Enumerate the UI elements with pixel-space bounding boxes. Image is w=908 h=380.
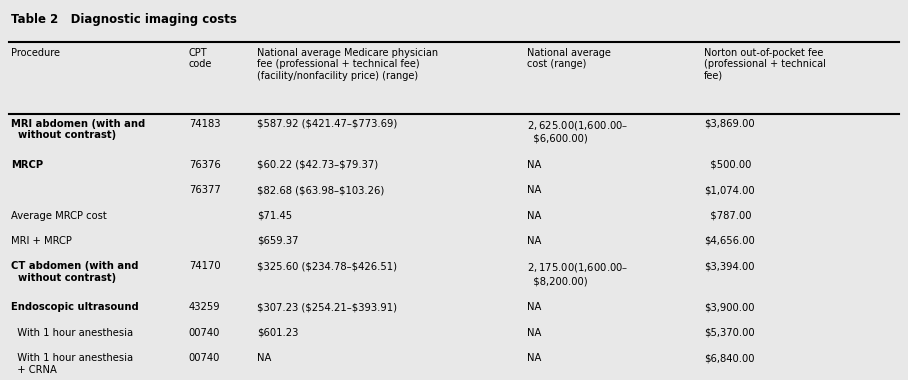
Text: NA: NA <box>527 211 541 220</box>
Text: Norton out-of-pocket fee
(professional + technical
fee): Norton out-of-pocket fee (professional +… <box>704 48 825 81</box>
Text: $2,175.00 ($1,600.00–
  $8,200.00): $2,175.00 ($1,600.00– $8,200.00) <box>527 261 628 286</box>
Text: National average Medicare physician
fee (professional + technical fee)
(facility: National average Medicare physician fee … <box>257 48 438 81</box>
Text: $659.37: $659.37 <box>257 236 299 246</box>
Text: $82.68 ($63.98–$103.26): $82.68 ($63.98–$103.26) <box>257 185 384 195</box>
Text: Average MRCP cost: Average MRCP cost <box>11 211 106 220</box>
Text: 00740: 00740 <box>189 353 221 363</box>
Text: 76376: 76376 <box>189 160 221 169</box>
Text: Table 2   Diagnostic imaging costs: Table 2 Diagnostic imaging costs <box>11 13 237 26</box>
Text: $1,074.00: $1,074.00 <box>704 185 755 195</box>
Text: $3,394.00: $3,394.00 <box>704 261 755 271</box>
Text: $5,370.00: $5,370.00 <box>704 328 755 338</box>
Text: $60.22 ($42.73–$79.37): $60.22 ($42.73–$79.37) <box>257 160 378 169</box>
Text: NA: NA <box>527 302 541 312</box>
Text: $3,869.00: $3,869.00 <box>704 119 755 128</box>
Text: $500.00: $500.00 <box>704 160 751 169</box>
Text: Endoscopic ultrasound: Endoscopic ultrasound <box>11 302 139 312</box>
Text: $587.92 ($421.47–$773.69): $587.92 ($421.47–$773.69) <box>257 119 397 128</box>
Text: MRI abdomen (with and
  without contrast): MRI abdomen (with and without contrast) <box>11 119 145 140</box>
Text: NA: NA <box>527 160 541 169</box>
Text: $601.23: $601.23 <box>257 328 299 338</box>
Text: $71.45: $71.45 <box>257 211 292 220</box>
Text: 43259: 43259 <box>189 302 221 312</box>
Text: National average
cost (range): National average cost (range) <box>527 48 610 69</box>
Text: MRCP: MRCP <box>11 160 43 169</box>
Text: $3,900.00: $3,900.00 <box>704 302 755 312</box>
Text: $6,840.00: $6,840.00 <box>704 353 755 363</box>
Text: Procedure: Procedure <box>11 48 60 57</box>
Text: NA: NA <box>527 328 541 338</box>
Text: With 1 hour anesthesia: With 1 hour anesthesia <box>11 328 133 338</box>
Text: 76377: 76377 <box>189 185 221 195</box>
Text: $2,625.00 ($1,600.00–
  $6,600.00): $2,625.00 ($1,600.00– $6,600.00) <box>527 119 628 143</box>
Text: 00740: 00740 <box>189 328 221 338</box>
Text: 74183: 74183 <box>189 119 221 128</box>
Text: MRI + MRCP: MRI + MRCP <box>11 236 72 246</box>
Text: $4,656.00: $4,656.00 <box>704 236 755 246</box>
Text: $325.60 ($234.78–$426.51): $325.60 ($234.78–$426.51) <box>257 261 397 271</box>
Text: $307.23 ($254.21–$393.91): $307.23 ($254.21–$393.91) <box>257 302 397 312</box>
Text: NA: NA <box>527 236 541 246</box>
Text: NA: NA <box>257 353 271 363</box>
Text: NA: NA <box>527 185 541 195</box>
Text: NA: NA <box>527 353 541 363</box>
Text: With 1 hour anesthesia
  + CRNA: With 1 hour anesthesia + CRNA <box>11 353 133 375</box>
Text: CT abdomen (with and
  without contrast): CT abdomen (with and without contrast) <box>11 261 138 283</box>
Text: CPT
code: CPT code <box>189 48 212 69</box>
Text: $787.00: $787.00 <box>704 211 751 220</box>
Text: 74170: 74170 <box>189 261 221 271</box>
